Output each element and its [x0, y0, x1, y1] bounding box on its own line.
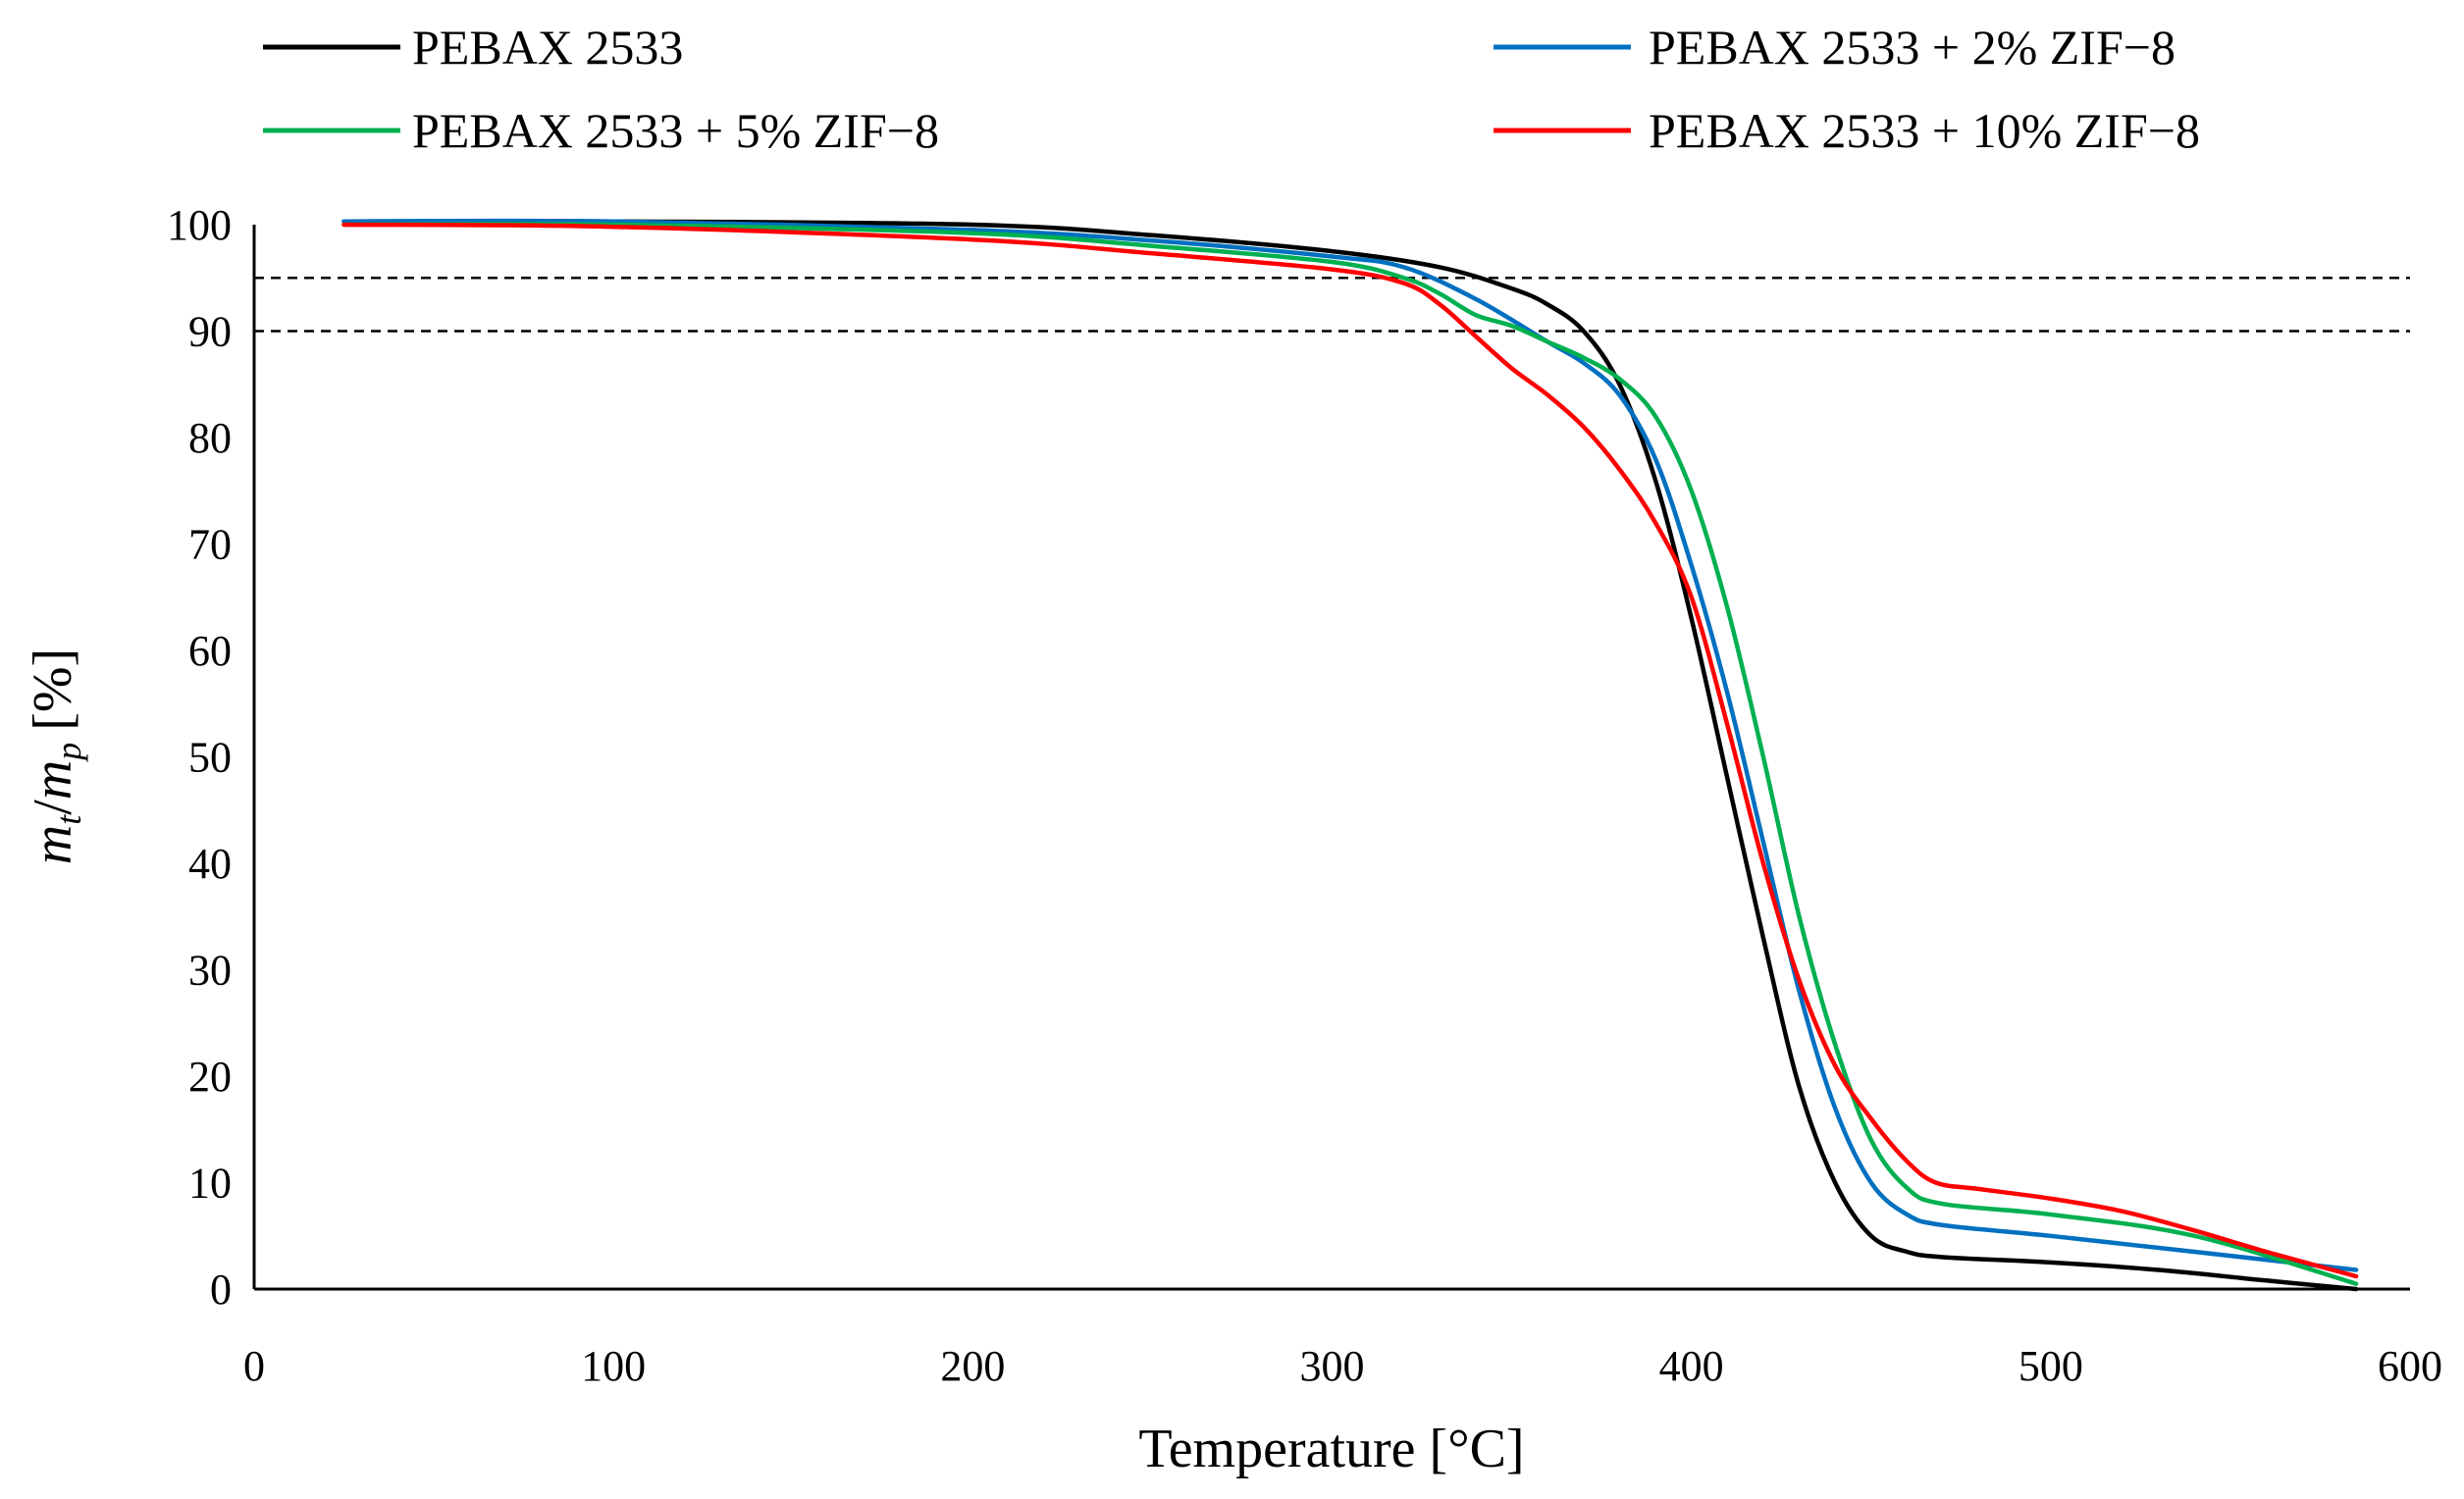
- y-axis-title-slash: /: [23, 800, 83, 815]
- legend-label: PEBAX 2533 + 5% ZIF−8: [412, 103, 939, 158]
- y-tick-label: 100: [167, 201, 232, 249]
- series-line: [341, 222, 2359, 1279]
- y-tick-labels: 0 10 20 30 40 50 60 70 80 90 100: [167, 201, 232, 1314]
- legend-label: PEBAX 2533 + 2% ZIF−8: [1649, 20, 2176, 75]
- x-tick-label: 300: [1300, 1342, 1365, 1390]
- x-tick-label: 200: [940, 1342, 1005, 1390]
- legend-item: PEBAX 2533 + 10% ZIF−8: [1494, 103, 2200, 158]
- x-tick-label: 400: [1659, 1342, 1724, 1390]
- y-tick-label: 60: [188, 627, 232, 675]
- legend-item: PEBAX 2533: [263, 20, 683, 75]
- x-tick-label: 0: [243, 1342, 265, 1390]
- legend-item: PEBAX 2533 + 5% ZIF−8: [263, 103, 939, 158]
- y-axis-title-m2: m: [23, 760, 83, 800]
- y-tick-label: 20: [188, 1053, 232, 1101]
- series-line: [341, 222, 2359, 1286]
- y-tick-label: 0: [210, 1266, 232, 1314]
- x-tick-label: 100: [581, 1342, 646, 1390]
- y-tick-label: 40: [188, 840, 232, 888]
- y-tick-label: 30: [188, 947, 232, 995]
- series-line: [341, 218, 2359, 1272]
- legend-label: PEBAX 2533 + 10% ZIF−8: [1649, 103, 2200, 158]
- y-axis-title-m: m: [23, 825, 83, 864]
- x-tick-labels: 0 100 200 300 400 500 600: [243, 1342, 2442, 1390]
- axes: [252, 225, 2410, 1291]
- y-tick-label: 50: [188, 734, 232, 782]
- y-tick-label: 70: [188, 521, 232, 569]
- x-tick-label: 600: [2378, 1342, 2442, 1390]
- series-line: [341, 219, 2359, 1292]
- y-tick-label: 10: [188, 1160, 232, 1208]
- y-tick-label: 80: [188, 414, 232, 462]
- reference-lines: [254, 277, 2410, 333]
- y-axis-title-p: p: [49, 743, 88, 763]
- y-axis-title-unit: [%]: [23, 648, 83, 731]
- y-axis-title: mt/mp[%]: [23, 648, 88, 864]
- series-lines: [341, 218, 2359, 1292]
- legend-label: PEBAX 2533: [412, 20, 683, 75]
- x-tick-label: 500: [2018, 1342, 2083, 1390]
- y-tick-label: 90: [188, 308, 232, 356]
- x-axis-title: Temperature [°C]: [1138, 1419, 1524, 1479]
- y-axis-title-t: t: [49, 814, 88, 825]
- legend-item: PEBAX 2533 + 2% ZIF−8: [1494, 20, 2176, 75]
- legend: PEBAX 2533 PEBAX 2533 + 2% ZIF−8 PEBAX 253…: [263, 20, 2200, 158]
